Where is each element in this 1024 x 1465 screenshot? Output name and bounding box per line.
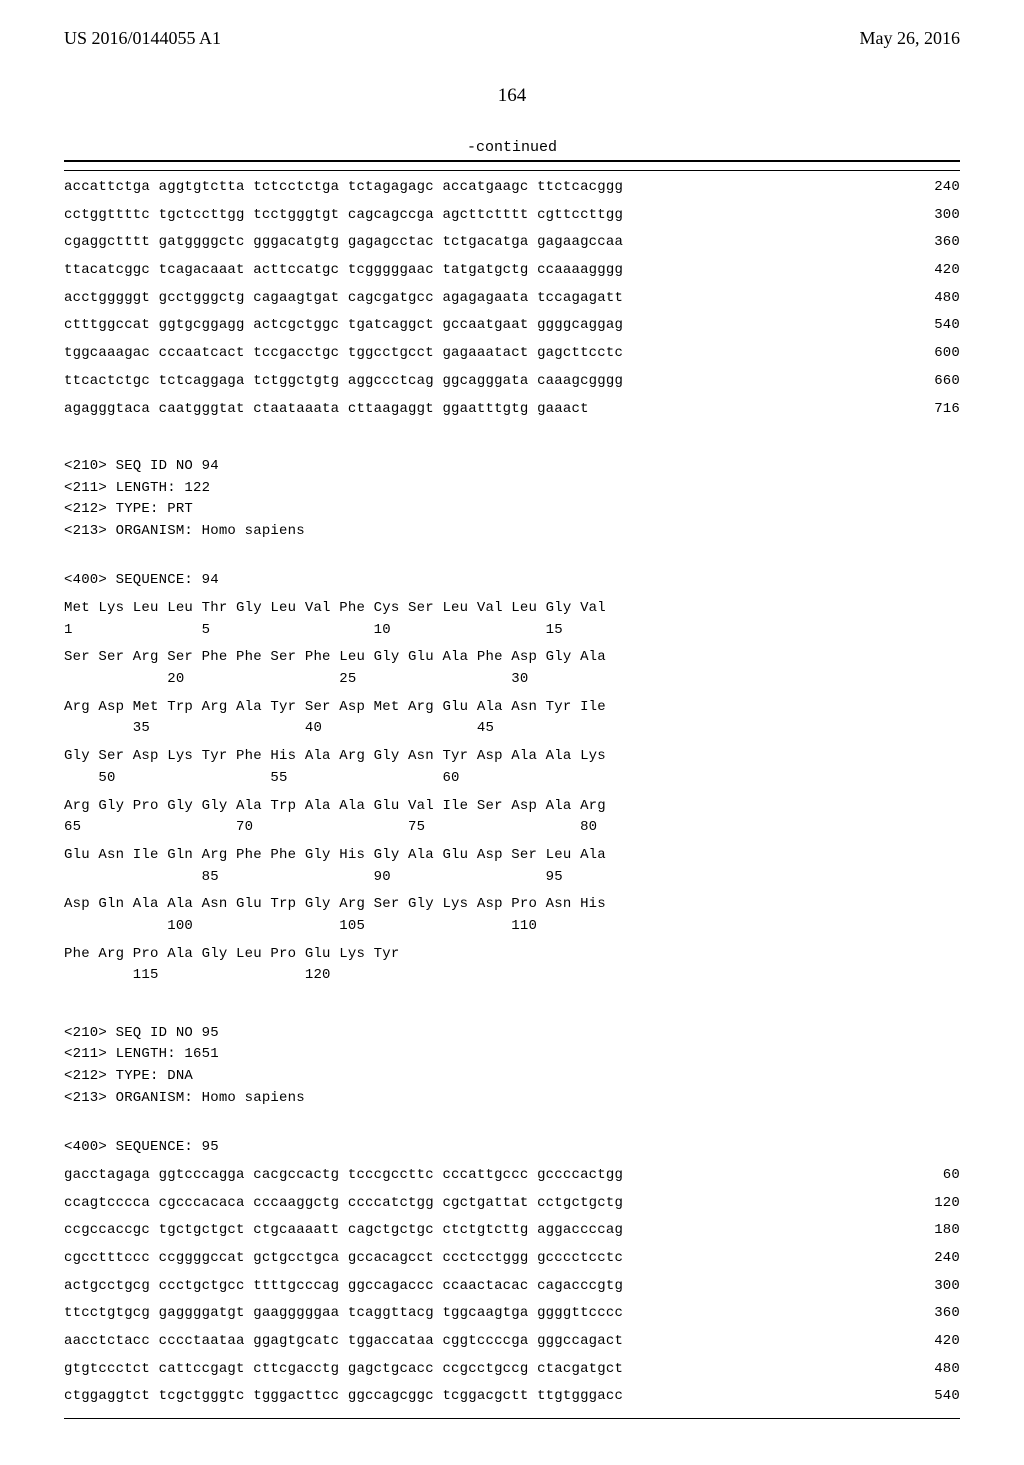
- sequence-index: 60: [623, 1165, 960, 1187]
- sequence-line: ccgccaccgc tgctgctgct ctgcaaaatt cagctgc…: [64, 1220, 960, 1242]
- sequence-index: 540: [623, 315, 960, 337]
- aa-position-line: 50 55 60: [64, 768, 960, 790]
- sequence-index: 240: [623, 177, 960, 199]
- sequence-line: gtgtccctct cattccgagt cttcgacctg gagctgc…: [64, 1359, 960, 1381]
- nucleotide-block-2: gacctagaga ggtcccagga cacgccactg tcccgcc…: [64, 1165, 960, 1408]
- sequence-index: 660: [623, 371, 960, 393]
- rule-bottom-thin: [64, 1418, 960, 1419]
- sequence-line: actgcctgcg ccctgctgcc ttttgcccag ggccaga…: [64, 1276, 960, 1298]
- sequence-index: 360: [623, 232, 960, 254]
- seq94-id: <210> SEQ ID NO 94: [64, 458, 219, 474]
- aa-residue-line: Arg Gly Pro Gly Gly Ala Trp Ala Ala Glu …: [64, 796, 960, 818]
- aa-position-line: 85 90 95: [64, 867, 960, 889]
- sequence-line: tggcaaagac cccaatcact tccgacctgc tggcctg…: [64, 343, 960, 365]
- nucleotide-block-1: accattctga aggtgtctta tctcctctga tctagag…: [64, 177, 960, 420]
- publication-date: May 26, 2016: [860, 28, 961, 49]
- aa-position-line: 35 40 45: [64, 718, 960, 740]
- rule-top-thick: [64, 160, 960, 162]
- sequence-line: cgaggctttt gatggggctc gggacatgtg gagagcc…: [64, 232, 960, 254]
- aa-position-line: 65 70 75 80: [64, 817, 960, 839]
- sequence-text: acctgggggt gcctgggctg cagaagtgat cagcgat…: [64, 288, 623, 310]
- sequence-index: 240: [623, 1248, 960, 1270]
- sequence-line: cctggttttc tgctccttgg tcctgggtgt cagcagc…: [64, 205, 960, 227]
- aa-residue-line: Phe Arg Pro Ala Gly Leu Pro Glu Lys Tyr: [64, 944, 960, 966]
- sequence-text: gacctagaga ggtcccagga cacgccactg tcccgcc…: [64, 1165, 623, 1187]
- aa-residue-line: Met Lys Leu Leu Thr Gly Leu Val Phe Cys …: [64, 598, 960, 620]
- sequence-text: cgaggctttt gatggggctc gggacatgtg gagagcc…: [64, 232, 623, 254]
- seq95-organism: <213> ORGANISM: Homo sapiens: [64, 1090, 305, 1106]
- seq94-sequence-label: <400> SEQUENCE: 94: [64, 570, 960, 592]
- seq94-type: <212> TYPE: PRT: [64, 501, 193, 517]
- amino-acid-block: Met Lys Leu Leu Thr Gly Leu Val Phe Cys …: [64, 598, 960, 987]
- sequence-text: cgcctttccc ccggggccat gctgcctgca gccacag…: [64, 1248, 623, 1270]
- sequence-text: agagggtaca caatgggtat ctaataaata cttaaga…: [64, 399, 589, 421]
- sequence-text: ccagtcccca cgcccacaca cccaaggctg ccccatc…: [64, 1193, 623, 1215]
- seq-header-95: <210> SEQ ID NO 95 <211> LENGTH: 1651 <2…: [64, 1001, 960, 1131]
- aa-residue-line: Ser Ser Arg Ser Phe Phe Ser Phe Leu Gly …: [64, 647, 960, 669]
- seq94-organism: <213> ORGANISM: Homo sapiens: [64, 523, 305, 539]
- sequence-text: tggcaaagac cccaatcact tccgacctgc tggcctg…: [64, 343, 623, 365]
- sequence-line: ttacatcggc tcagacaaat acttccatgc tcggggg…: [64, 260, 960, 282]
- sequence-text: ttacatcggc tcagacaaat acttccatgc tcggggg…: [64, 260, 623, 282]
- sequence-line: accattctga aggtgtctta tctcctctga tctagag…: [64, 177, 960, 199]
- sequence-index: 716: [589, 399, 960, 421]
- page-number: 164: [64, 85, 960, 107]
- seq95-sequence-label: <400> SEQUENCE: 95: [64, 1137, 960, 1159]
- sequence-index: 600: [623, 343, 960, 365]
- publication-number: US 2016/0144055 A1: [64, 28, 221, 49]
- sequence-line: ttcctgtgcg gaggggatgt gaagggggaa tcaggtt…: [64, 1303, 960, 1325]
- sequence-line: agagggtaca caatgggtat ctaataaata cttaaga…: [64, 399, 960, 421]
- sequence-line: acctgggggt gcctgggctg cagaagtgat cagcgat…: [64, 288, 960, 310]
- aa-position-line: 100 105 110: [64, 916, 960, 938]
- sequence-text: ttcctgtgcg gaggggatgt gaagggggaa tcaggtt…: [64, 1303, 623, 1325]
- sequence-index: 480: [623, 1359, 960, 1381]
- page-header: US 2016/0144055 A1 May 26, 2016: [64, 28, 960, 49]
- aa-position-line: 1 5 10 15: [64, 620, 960, 642]
- seq95-type: <212> TYPE: DNA: [64, 1068, 193, 1084]
- sequence-text: cctggttttc tgctccttgg tcctgggtgt cagcagc…: [64, 205, 623, 227]
- seq-header-94: <210> SEQ ID NO 94 <211> LENGTH: 122 <21…: [64, 434, 960, 564]
- sequence-line: ccagtcccca cgcccacaca cccaaggctg ccccatc…: [64, 1193, 960, 1215]
- sequence-text: ccgccaccgc tgctgctgct ctgcaaaatt cagctgc…: [64, 1220, 623, 1242]
- sequence-index: 360: [623, 1303, 960, 1325]
- sequence-index: 420: [623, 1331, 960, 1353]
- aa-position-line: 115 120: [64, 965, 960, 987]
- seq95-id: <210> SEQ ID NO 95: [64, 1025, 219, 1041]
- sequence-text: accattctga aggtgtctta tctcctctga tctagag…: [64, 177, 623, 199]
- sequence-index: 540: [623, 1386, 960, 1408]
- sequence-text: gtgtccctct cattccgagt cttcgacctg gagctgc…: [64, 1359, 623, 1381]
- aa-position-line: 20 25 30: [64, 669, 960, 691]
- sequence-line: aacctctacc cccctaataa ggagtgcatc tggacca…: [64, 1331, 960, 1353]
- sequence-index: 120: [623, 1193, 960, 1215]
- sequence-index: 420: [623, 260, 960, 282]
- aa-residue-line: Gly Ser Asp Lys Tyr Phe His Ala Arg Gly …: [64, 746, 960, 768]
- rule-top-thin: [64, 170, 960, 171]
- sequence-line: ttcactctgc tctcaggaga tctggctgtg aggccct…: [64, 371, 960, 393]
- sequence-line: cgcctttccc ccggggccat gctgcctgca gccacag…: [64, 1248, 960, 1270]
- sequence-line: ctggaggtct tcgctgggtc tgggacttcc ggccagc…: [64, 1386, 960, 1408]
- sequence-text: ctggaggtct tcgctgggtc tgggacttcc ggccagc…: [64, 1386, 623, 1408]
- sequence-line: gacctagaga ggtcccagga cacgccactg tcccgcc…: [64, 1165, 960, 1187]
- seq94-length: <211> LENGTH: 122: [64, 480, 210, 496]
- patent-page: US 2016/0144055 A1 May 26, 2016 164 -con…: [0, 0, 1024, 1465]
- sequence-text: ctttggccat ggtgcggagg actcgctggc tgatcag…: [64, 315, 623, 337]
- aa-residue-line: Asp Gln Ala Ala Asn Glu Trp Gly Arg Ser …: [64, 894, 960, 916]
- sequence-index: 300: [623, 1276, 960, 1298]
- aa-residue-line: Arg Asp Met Trp Arg Ala Tyr Ser Asp Met …: [64, 697, 960, 719]
- sequence-text: ttcactctgc tctcaggaga tctggctgtg aggccct…: [64, 371, 623, 393]
- sequence-text: aacctctacc cccctaataa ggagtgcatc tggacca…: [64, 1331, 623, 1353]
- sequence-index: 480: [623, 288, 960, 310]
- seq95-length: <211> LENGTH: 1651: [64, 1046, 219, 1062]
- aa-residue-line: Glu Asn Ile Gln Arg Phe Phe Gly His Gly …: [64, 845, 960, 867]
- continued-label: -continued: [64, 139, 960, 156]
- sequence-index: 300: [623, 205, 960, 227]
- sequence-text: actgcctgcg ccctgctgcc ttttgcccag ggccaga…: [64, 1276, 623, 1298]
- sequence-line: ctttggccat ggtgcggagg actcgctggc tgatcag…: [64, 315, 960, 337]
- sequence-index: 180: [623, 1220, 960, 1242]
